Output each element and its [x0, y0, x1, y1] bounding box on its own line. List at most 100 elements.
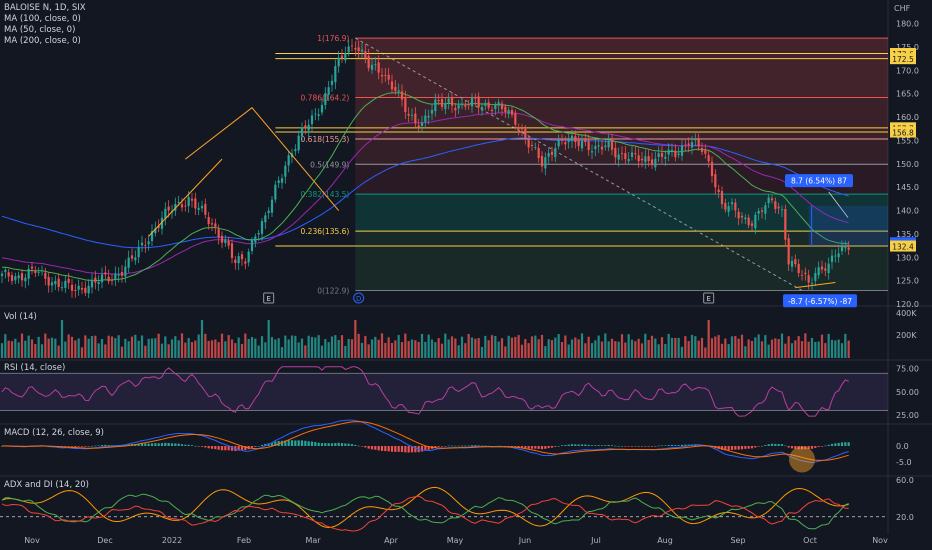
candle-body: [137, 246, 140, 258]
macd-histogram-bar: [364, 446, 367, 448]
volume-bar: [84, 335, 87, 358]
volume-bar: [820, 334, 824, 358]
candle-body: [624, 153, 627, 160]
macd-histogram-bar: [817, 446, 820, 447]
volume-bar: [460, 336, 464, 358]
volume-bar: [777, 339, 780, 358]
macd-histogram-bar: [70, 446, 74, 447]
macd-histogram-bar: [330, 443, 334, 446]
volume-bar: [547, 339, 550, 358]
macd-histogram-bar: [567, 444, 570, 446]
candle-body: [680, 145, 684, 156]
candle-body: [24, 277, 27, 282]
macd-histogram-bar: [350, 444, 354, 446]
macd-histogram-bar: [220, 446, 224, 451]
volume-bar: [574, 337, 577, 358]
macd-histogram-bar: [450, 445, 454, 447]
candle-body: [667, 149, 670, 155]
volume-bar: [340, 335, 344, 358]
macd-histogram-bar: [787, 446, 790, 448]
candle-body: [97, 281, 100, 285]
measure-down-label: -8.7 (-6.57%) -87: [788, 297, 852, 306]
candle-body: [534, 146, 537, 148]
volume-bar: [407, 341, 410, 358]
macd-histogram-bar: [77, 446, 80, 447]
price-tick-label: 145.0: [896, 183, 919, 192]
candle-body: [277, 180, 280, 184]
macd-histogram-bar: [317, 442, 320, 446]
macd-histogram-bar: [147, 443, 150, 446]
volume-bar: [454, 338, 457, 358]
price-badge: [890, 53, 916, 65]
candle-body: [464, 105, 467, 107]
volume-bar: [554, 337, 557, 358]
candle-body: [174, 203, 177, 211]
volume-bar: [424, 341, 427, 358]
volume-bar: [297, 342, 300, 358]
volume-bar: [804, 333, 807, 358]
macd-histogram-bar: [107, 445, 110, 446]
candle-body: [127, 257, 130, 268]
volume-bar: [520, 344, 524, 358]
candle-body: [564, 142, 567, 145]
dividend-marker-label: D: [356, 295, 361, 303]
candle-body: [654, 158, 657, 168]
volume-bar: [307, 335, 310, 358]
earnings-marker-label: E: [266, 295, 270, 303]
volume-bar: [694, 336, 697, 358]
volume-bar: [437, 338, 440, 358]
price-tick-label: 165.0: [896, 90, 919, 99]
measure-up-badge: [785, 174, 853, 188]
volume-bar: [4, 334, 7, 358]
macd-histogram-bar: [537, 446, 540, 449]
candle-body: [84, 287, 87, 293]
volume-bar: [430, 339, 434, 358]
macd-histogram-bar: [637, 446, 640, 447]
volume-bar: [100, 338, 104, 358]
volume-bar: [464, 343, 467, 358]
candle-body: [574, 136, 577, 143]
candle-body: [720, 191, 724, 205]
volume-bar: [214, 339, 217, 358]
volume-bar: [310, 337, 314, 358]
volume-bar: [70, 336, 74, 358]
candle-body: [214, 223, 217, 227]
macd-histogram-bar: [660, 445, 664, 447]
volume-bar: [657, 344, 660, 358]
candle-body: [510, 109, 514, 115]
time-axis-label: Apr: [384, 536, 399, 545]
rsi-line: [1, 366, 849, 417]
volume-bar: [7, 340, 10, 358]
candle-body: [160, 217, 164, 229]
candle-body: [744, 217, 747, 220]
candle-body: [37, 272, 40, 273]
candle-body: [824, 268, 827, 271]
candle-body: [554, 148, 557, 158]
trend-drawing: [185, 107, 340, 211]
macd-histogram-bar: [440, 446, 444, 447]
macd-histogram-bar: [724, 446, 727, 451]
volume-bar: [830, 339, 834, 358]
candle-body: [637, 155, 640, 162]
volume-bar: [380, 333, 384, 358]
volume-bar: [347, 338, 350, 358]
macd-histogram-bar: [287, 440, 290, 446]
macd-histogram-bar: [647, 446, 650, 447]
macd-histogram-bar: [587, 444, 590, 446]
volume-bar: [720, 343, 724, 358]
macd-histogram-bar: [480, 445, 484, 447]
candle-body: [200, 205, 204, 209]
candle-body: [454, 108, 457, 111]
macd-histogram-bar: [294, 440, 297, 446]
volume-bar: [287, 339, 290, 358]
macd-histogram-bar: [154, 443, 157, 446]
macd-histogram-bar: [90, 445, 94, 447]
candle-body: [834, 255, 837, 257]
macd-histogram-bar: [424, 446, 427, 451]
macd-histogram-bar: [604, 445, 607, 446]
volume-bar: [324, 339, 327, 358]
volume-bar: [707, 320, 710, 358]
candle-body: [380, 74, 384, 77]
macd-histogram-bar: [394, 446, 397, 452]
